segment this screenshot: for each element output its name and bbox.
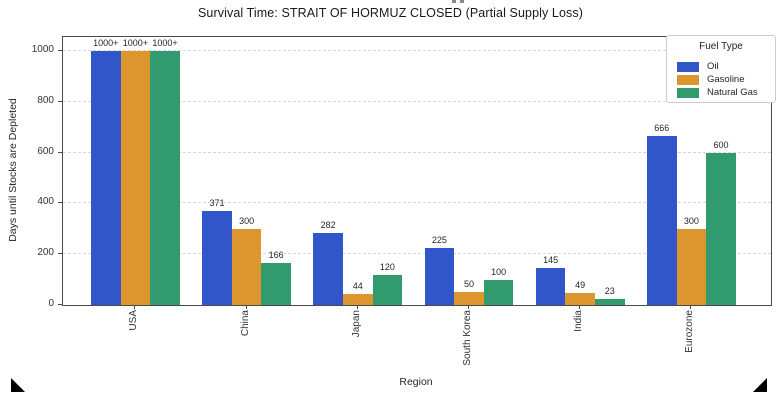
x-tick-label-india: India <box>573 310 585 332</box>
y-tick-label: 400 <box>37 196 54 208</box>
x-tick-label-south-korea: South Korea <box>462 310 473 366</box>
bar-gasoline-china <box>231 228 262 305</box>
x-tick-mark <box>579 305 581 309</box>
bar-oil-japan <box>313 233 343 305</box>
bar-value-label: 1000+ <box>152 38 178 48</box>
legend-item-label: Gasoline <box>707 74 745 85</box>
y-tick-mark <box>58 100 62 102</box>
bar-value-label: 1000+ <box>122 38 149 48</box>
bar-value-label: 300 <box>239 215 255 226</box>
bar-gasoline-usa <box>120 51 151 305</box>
bar-gasoline-india <box>565 292 595 305</box>
x-tick-mark <box>468 305 469 309</box>
bar-oil-india <box>535 268 566 305</box>
bar-gasoline-japan <box>343 293 373 305</box>
bar-natural-gas-eurozone <box>706 152 736 305</box>
bar-value-label: 666 <box>654 122 670 133</box>
y-tick-label: 0 <box>48 298 54 309</box>
gridline <box>63 100 771 102</box>
bar-natural-gas-south-korea <box>483 279 514 305</box>
bar-value-label: 23 <box>604 286 615 297</box>
bar-value-label: 120 <box>379 261 395 272</box>
bar-natural-gas-china <box>261 262 291 305</box>
y-tick-label: 800 <box>37 94 54 106</box>
bar-natural-gas-usa <box>150 51 180 305</box>
y-tick-label: 600 <box>37 145 54 157</box>
bar-value-label: 600 <box>713 139 729 150</box>
x-tick-label-eurozone: Eurozone <box>684 310 696 353</box>
bar-gasoline-eurozone <box>676 228 707 305</box>
x-tick-label-japan: Japan <box>350 310 362 338</box>
legend-swatch-icon <box>677 75 699 85</box>
y-tick-mark <box>58 304 62 305</box>
legend-item-label: Natural Gas <box>707 87 758 98</box>
plot-area: 1000+ 1000+ 1000+ 371 300 166 282 44 120 225 50 100… <box>62 36 772 306</box>
bar-value-label: 166 <box>268 249 284 260</box>
crop-mark-bottom-right-icon <box>753 378 767 392</box>
bar-oil-china <box>202 210 232 305</box>
gridline <box>63 49 771 51</box>
bar-value-label: 371 <box>209 197 225 208</box>
y-tick-mark <box>58 151 62 153</box>
x-tick-mark <box>356 305 358 309</box>
legend-item-label: Oil <box>707 61 719 72</box>
x-tick-mark <box>134 305 136 309</box>
bar-value-label: 100 <box>491 266 507 277</box>
y-tick-mark <box>58 202 62 204</box>
bar-natural-gas-india <box>595 299 625 305</box>
y-tick-mark <box>58 49 62 51</box>
chart-title: Survival Time: STRAIT OF HORMUZ CLOSED (… <box>197 6 583 20</box>
legend: Fuel Type Oil Gasoline Natural Gas <box>666 35 776 103</box>
cropped-text-artifact <box>452 0 464 6</box>
x-tick-label-usa: USA <box>128 310 140 331</box>
x-tick-mark <box>690 305 692 309</box>
y-tick-label: 200 <box>37 247 54 259</box>
gridline <box>63 151 771 153</box>
bar-oil-usa <box>91 51 121 305</box>
bar-value-label: 1000+ <box>93 38 119 48</box>
x-axis-title: Region <box>399 376 433 388</box>
bar-value-label: 282 <box>320 220 336 231</box>
bar-gasoline-south-korea <box>454 292 484 305</box>
x-tick-label-china: China <box>239 310 251 337</box>
x-tick-mark <box>245 305 247 309</box>
gridline <box>63 253 771 255</box>
bar-value-label: 300 <box>683 215 699 226</box>
bar-value-label: 50 <box>463 279 474 290</box>
bar-natural-gas-japan <box>372 274 403 305</box>
gridline <box>63 202 771 204</box>
bar-value-label: 225 <box>431 234 447 245</box>
legend-swatch-icon <box>677 62 699 72</box>
bar-oil-south-korea <box>424 247 455 305</box>
y-tick-mark <box>58 253 62 255</box>
crop-mark-bottom-left-icon <box>11 378 25 392</box>
legend-title: Fuel Type <box>699 41 743 52</box>
legend-swatch-icon <box>677 88 699 98</box>
bar-value-label: 44 <box>352 280 363 291</box>
bar-value-label: 145 <box>543 255 559 266</box>
y-tick-label: 1000 <box>31 43 54 55</box>
bar-oil-eurozone <box>647 135 677 305</box>
bar-value-label: 49 <box>575 279 586 290</box>
